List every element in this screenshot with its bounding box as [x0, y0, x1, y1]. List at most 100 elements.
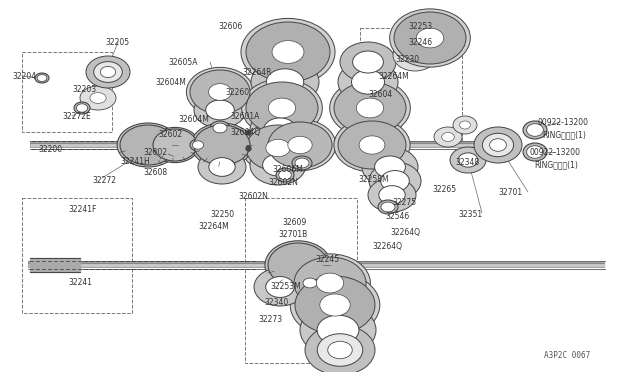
- Ellipse shape: [193, 141, 204, 149]
- Ellipse shape: [294, 257, 366, 309]
- Bar: [360, 28, 462, 146]
- Ellipse shape: [362, 147, 418, 187]
- Ellipse shape: [300, 303, 376, 357]
- Ellipse shape: [262, 154, 293, 176]
- Ellipse shape: [246, 82, 318, 134]
- Text: 32609: 32609: [282, 218, 307, 227]
- Bar: [245, 198, 357, 363]
- Text: 32606M: 32606M: [272, 165, 303, 174]
- Ellipse shape: [527, 146, 543, 158]
- Ellipse shape: [351, 70, 385, 94]
- Text: 32200: 32200: [38, 145, 62, 154]
- Text: 32348: 32348: [455, 158, 479, 167]
- Ellipse shape: [186, 67, 253, 117]
- Ellipse shape: [254, 268, 306, 306]
- Ellipse shape: [374, 156, 405, 178]
- Ellipse shape: [450, 147, 486, 173]
- Text: 32241F: 32241F: [68, 205, 97, 214]
- Ellipse shape: [378, 200, 398, 214]
- Ellipse shape: [190, 70, 250, 114]
- Text: 32606: 32606: [218, 22, 243, 31]
- Ellipse shape: [264, 119, 336, 171]
- Text: 32245: 32245: [315, 255, 339, 264]
- Text: 32602N: 32602N: [238, 192, 268, 201]
- Text: 32351: 32351: [458, 210, 482, 219]
- Ellipse shape: [334, 118, 410, 172]
- Ellipse shape: [369, 162, 421, 200]
- Text: 00922-13200: 00922-13200: [538, 118, 589, 127]
- Ellipse shape: [264, 118, 296, 142]
- Text: 32605A: 32605A: [168, 58, 198, 67]
- Ellipse shape: [483, 133, 513, 157]
- Text: 32604M: 32604M: [155, 78, 186, 87]
- Ellipse shape: [153, 129, 197, 161]
- Text: 32275: 32275: [392, 198, 416, 207]
- Ellipse shape: [295, 158, 309, 168]
- Ellipse shape: [266, 276, 294, 298]
- Text: 32602N: 32602N: [268, 178, 298, 187]
- Ellipse shape: [241, 18, 335, 86]
- Ellipse shape: [328, 341, 352, 359]
- Text: 32204: 32204: [12, 72, 36, 81]
- Ellipse shape: [390, 9, 470, 67]
- Ellipse shape: [265, 241, 331, 289]
- Ellipse shape: [276, 168, 294, 182]
- Text: 32264M: 32264M: [378, 72, 409, 81]
- Ellipse shape: [76, 104, 88, 112]
- Ellipse shape: [490, 139, 506, 151]
- Ellipse shape: [250, 108, 310, 152]
- Ellipse shape: [90, 93, 106, 103]
- Text: 32260: 32260: [225, 88, 249, 97]
- Text: A3P2C 0067: A3P2C 0067: [544, 351, 590, 360]
- Bar: [22, 52, 112, 132]
- Ellipse shape: [338, 60, 398, 104]
- Ellipse shape: [527, 124, 543, 136]
- Ellipse shape: [458, 153, 478, 167]
- Text: 32246: 32246: [408, 38, 432, 47]
- Ellipse shape: [250, 145, 306, 185]
- Ellipse shape: [35, 73, 49, 83]
- Ellipse shape: [381, 202, 395, 212]
- Ellipse shape: [460, 121, 470, 129]
- Ellipse shape: [151, 127, 199, 163]
- Text: 32340: 32340: [264, 298, 288, 307]
- Ellipse shape: [442, 132, 454, 141]
- Ellipse shape: [209, 84, 232, 100]
- Text: 32264R: 32264R: [242, 68, 271, 77]
- Text: 32604Q: 32604Q: [230, 128, 260, 137]
- Text: 32601A: 32601A: [230, 112, 259, 121]
- Ellipse shape: [198, 150, 246, 184]
- Ellipse shape: [194, 92, 246, 128]
- Ellipse shape: [190, 139, 206, 151]
- Ellipse shape: [305, 325, 375, 372]
- Text: 32258M: 32258M: [358, 175, 388, 184]
- Ellipse shape: [453, 116, 477, 134]
- Ellipse shape: [356, 98, 383, 118]
- Ellipse shape: [379, 186, 405, 204]
- Ellipse shape: [278, 170, 291, 180]
- Ellipse shape: [213, 123, 227, 133]
- Ellipse shape: [210, 121, 230, 135]
- Text: 32602: 32602: [158, 130, 182, 139]
- Text: 32250: 32250: [210, 210, 234, 219]
- Ellipse shape: [523, 121, 547, 139]
- Ellipse shape: [295, 276, 375, 334]
- Ellipse shape: [86, 56, 130, 88]
- Text: 32264Q: 32264Q: [372, 242, 402, 251]
- Ellipse shape: [194, 125, 250, 165]
- Text: 32264Q: 32264Q: [390, 228, 420, 237]
- Ellipse shape: [523, 143, 547, 161]
- Ellipse shape: [359, 136, 385, 154]
- Ellipse shape: [242, 79, 323, 137]
- Ellipse shape: [334, 82, 406, 134]
- Bar: [22, 198, 132, 313]
- Ellipse shape: [288, 136, 312, 154]
- Ellipse shape: [340, 42, 396, 82]
- Text: 00922-13200: 00922-13200: [530, 148, 581, 157]
- Ellipse shape: [320, 294, 350, 316]
- Ellipse shape: [100, 66, 116, 78]
- Ellipse shape: [317, 334, 363, 366]
- Ellipse shape: [251, 58, 319, 106]
- Text: 32253M: 32253M: [270, 282, 301, 291]
- Ellipse shape: [37, 74, 47, 81]
